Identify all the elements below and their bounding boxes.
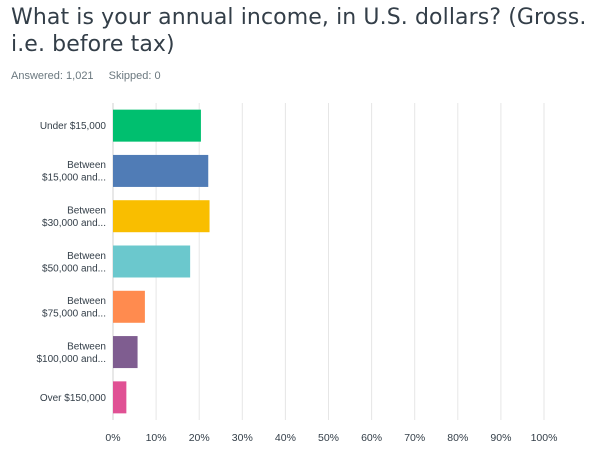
bar [113, 290, 145, 323]
category-label: Over $150,000 [40, 393, 107, 404]
category-label: Between $100,000 and... [36, 341, 106, 365]
x-tick-label: 10% [146, 432, 167, 444]
bar [113, 381, 127, 414]
answered-count: Answered: 1,021 [11, 70, 94, 82]
skipped-count: Skipped: 0 [108, 70, 161, 82]
response-stats: Answered: 1,021 Skipped: 0 [11, 70, 173, 82]
x-tick-label: 70% [404, 432, 425, 444]
x-tick-label: 50% [318, 432, 339, 444]
x-tick-label: 90% [490, 432, 511, 444]
bar [113, 109, 201, 142]
category-label: Between $30,000 and... [42, 205, 106, 229]
x-tick-label: 0% [105, 432, 120, 444]
x-tick-label: 30% [232, 432, 253, 444]
x-tick-label: 60% [361, 432, 382, 444]
x-tick-label: 100% [531, 432, 558, 444]
x-tick-label: 80% [447, 432, 468, 444]
bar [113, 154, 209, 187]
x-tick-label: 20% [189, 432, 210, 444]
category-label: Between $50,000 and... [42, 251, 106, 275]
bar [113, 245, 191, 278]
question-title: What is your annual income, in U.S. doll… [11, 5, 587, 57]
category-label: Between $15,000 and... [42, 160, 106, 184]
category-label: Under $15,000 [40, 121, 107, 132]
bar [113, 336, 138, 369]
bar [113, 200, 210, 233]
category-label: Between $75,000 and... [42, 296, 106, 320]
x-tick-label: 40% [275, 432, 296, 444]
